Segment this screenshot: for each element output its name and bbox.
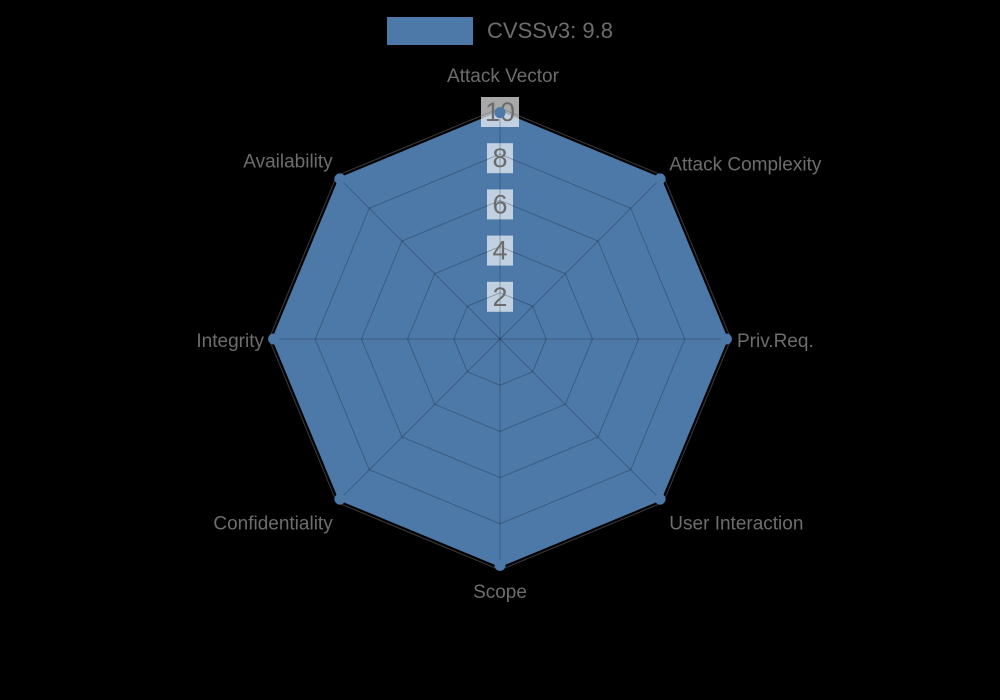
data-point xyxy=(654,493,666,505)
axis-label-attack-vector: Attack Vector xyxy=(447,66,560,87)
data-point xyxy=(654,173,666,185)
tick-backdrop xyxy=(487,281,513,312)
tick-label: 8 xyxy=(492,143,507,173)
axis-spoke xyxy=(336,175,501,340)
grid-ring xyxy=(453,292,547,386)
axis-label-user-interaction: User Interaction xyxy=(669,513,803,534)
legend-swatch[interactable] xyxy=(387,17,474,45)
data-point xyxy=(720,333,732,345)
legend-label[interactable]: CVSSv3: 9.8 xyxy=(487,18,613,43)
axis-label-scope: Scope xyxy=(473,582,527,603)
tick-backdrop xyxy=(487,235,513,266)
axis-label-priv-req: Priv.Req. xyxy=(737,331,814,352)
axis-spoke xyxy=(336,338,501,503)
axis-label-confidentiality: Confidentiality xyxy=(213,513,333,534)
axis-spoke xyxy=(499,175,664,340)
tick-label: 2 xyxy=(492,282,507,312)
grid-ring xyxy=(360,199,640,479)
tick-label: 4 xyxy=(492,236,507,266)
tick-backdrops xyxy=(481,97,519,312)
grid-ring xyxy=(314,153,686,525)
axis-spoke xyxy=(499,338,664,503)
chart-legend[interactable]: CVSSv3: 9.8 xyxy=(0,16,1000,46)
axis-label-integrity: Integrity xyxy=(196,331,264,352)
tick-backdrop xyxy=(487,189,513,220)
tick-labels: 246810 xyxy=(485,97,515,312)
data-points xyxy=(268,107,732,571)
axis-labels: Attack Vector Attack Complexity Priv.Req. U… xyxy=(196,66,821,603)
data-point xyxy=(268,333,280,345)
axis-label-attack-complexity: Attack Complexity xyxy=(669,155,822,176)
tick-label: 6 xyxy=(492,189,507,219)
data-point xyxy=(334,173,346,185)
axis-label-availability: Availability xyxy=(243,152,333,173)
data-point xyxy=(334,493,346,505)
data-point xyxy=(494,559,506,571)
data-point xyxy=(494,107,506,119)
grid-ring xyxy=(407,246,593,432)
tick-backdrop xyxy=(487,143,513,174)
